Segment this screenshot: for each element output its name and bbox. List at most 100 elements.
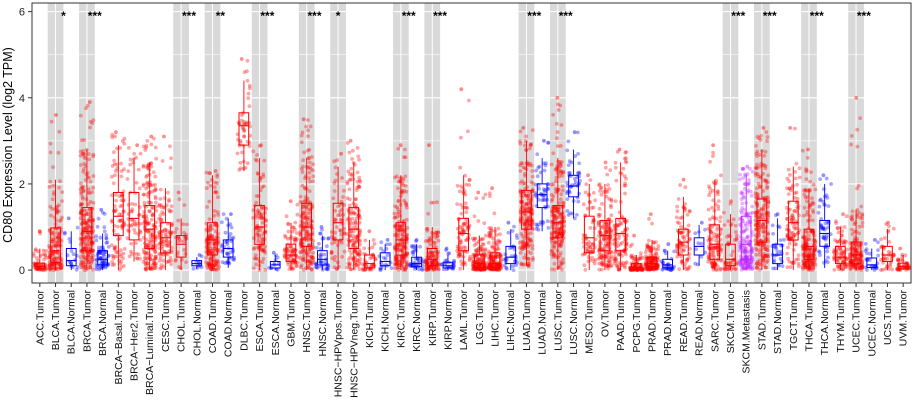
data-point xyxy=(796,257,801,261)
data-point xyxy=(609,205,613,210)
data-point xyxy=(743,173,748,178)
data-point xyxy=(59,217,63,222)
data-point xyxy=(530,169,535,173)
data-point xyxy=(82,217,87,222)
data-point xyxy=(793,170,797,174)
data-point xyxy=(135,221,140,226)
data-point xyxy=(464,182,469,187)
data-point xyxy=(136,252,141,257)
data-point xyxy=(352,240,357,245)
data-point xyxy=(283,233,287,238)
data-point xyxy=(542,187,546,192)
data-point xyxy=(806,253,810,257)
data-point xyxy=(284,214,289,219)
data-point xyxy=(529,251,533,256)
data-point xyxy=(773,245,778,250)
data-point xyxy=(166,259,171,264)
data-point xyxy=(136,167,141,172)
data-point xyxy=(146,229,151,233)
data-point xyxy=(599,267,604,272)
data-point xyxy=(254,194,259,198)
data-point xyxy=(459,135,463,140)
data-point xyxy=(167,208,172,212)
data-point xyxy=(150,234,155,239)
data-point xyxy=(91,152,96,157)
data-point xyxy=(208,223,213,228)
data-point xyxy=(162,196,167,201)
data-point xyxy=(685,212,690,217)
data-point xyxy=(763,247,768,252)
data-point xyxy=(543,163,548,168)
data-point xyxy=(461,186,466,191)
data-point xyxy=(730,249,735,254)
max-point xyxy=(239,57,244,61)
data-point xyxy=(600,262,605,266)
data-point xyxy=(82,260,86,265)
data-point xyxy=(743,249,747,254)
data-point xyxy=(146,264,150,268)
data-point xyxy=(154,208,159,213)
data-point xyxy=(804,263,809,268)
data-point xyxy=(85,242,90,247)
data-point xyxy=(60,199,64,204)
data-point xyxy=(518,169,523,173)
data-point xyxy=(207,217,212,222)
data-point xyxy=(212,244,217,249)
data-point xyxy=(776,224,781,229)
data-point xyxy=(322,260,327,265)
data-point xyxy=(33,248,38,253)
data-point xyxy=(583,190,588,195)
data-point xyxy=(169,209,174,214)
data-point xyxy=(216,195,220,200)
data-point xyxy=(347,187,352,192)
data-point xyxy=(153,266,158,270)
data-point xyxy=(614,258,618,263)
data-point xyxy=(525,185,529,190)
data-point xyxy=(811,182,816,187)
data-point xyxy=(679,251,684,256)
data-point xyxy=(50,197,55,202)
data-point xyxy=(205,205,210,209)
max-point xyxy=(271,250,276,255)
data-point xyxy=(173,230,178,235)
data-point xyxy=(223,230,228,235)
data-point xyxy=(144,267,149,272)
data-point xyxy=(286,229,291,234)
data-point xyxy=(104,236,109,241)
data-point xyxy=(215,258,220,263)
data-point xyxy=(356,154,361,159)
data-point xyxy=(84,208,89,213)
data-point xyxy=(301,267,306,272)
data-point xyxy=(212,242,217,247)
data-point xyxy=(749,193,754,198)
data-point xyxy=(474,196,479,201)
data-point xyxy=(49,213,53,218)
data-point xyxy=(536,165,541,170)
data-point xyxy=(414,244,418,249)
data-point xyxy=(141,144,146,149)
data-point xyxy=(504,265,508,270)
data-point xyxy=(144,181,149,186)
data-point xyxy=(103,265,108,270)
data-point xyxy=(121,251,126,256)
data-point xyxy=(212,223,217,227)
data-point xyxy=(150,206,155,210)
data-point xyxy=(210,227,215,231)
data-point xyxy=(50,263,55,268)
data-point xyxy=(80,202,85,206)
data-point xyxy=(302,150,306,155)
data-point xyxy=(307,189,312,194)
data-point xyxy=(251,266,256,270)
data-point xyxy=(420,267,424,271)
data-point xyxy=(826,255,830,260)
data-point xyxy=(379,246,383,251)
data-point xyxy=(151,243,156,248)
data-point xyxy=(589,206,594,210)
data-point xyxy=(346,207,351,212)
data-point xyxy=(152,262,157,267)
data-point xyxy=(530,128,535,133)
data-point xyxy=(81,152,86,156)
data-point xyxy=(119,265,124,270)
data-point xyxy=(791,216,796,221)
data-point xyxy=(356,184,361,189)
